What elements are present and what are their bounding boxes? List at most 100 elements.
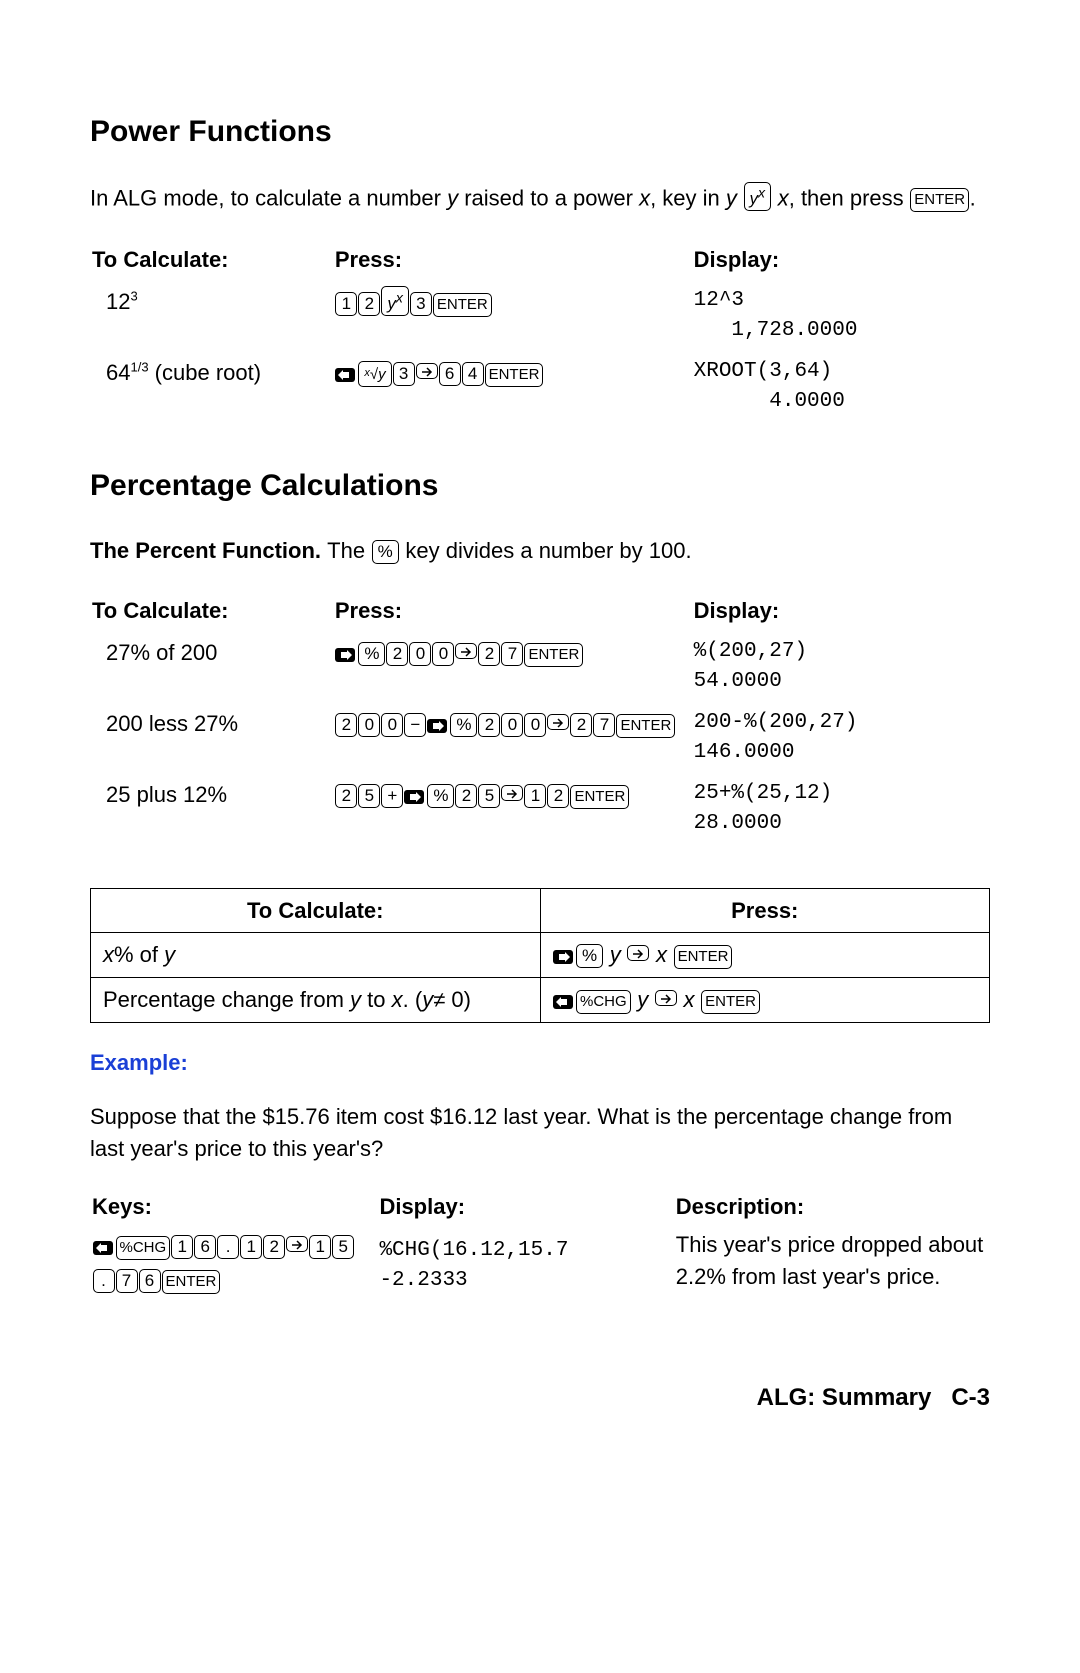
key-7-icon: 7 — [501, 642, 523, 666]
key-5-icon: 5 — [358, 784, 380, 808]
var-x: x — [778, 185, 789, 210]
key-2-icon: 2 — [478, 642, 500, 666]
calc-cell: 123 — [92, 282, 333, 351]
key-7-icon: 7 — [593, 713, 615, 737]
key-minus-icon: − — [404, 713, 426, 737]
press-cell: x√y364ENTER — [335, 353, 692, 422]
var-y: y — [726, 185, 737, 210]
key-yx-icon: yx — [381, 286, 409, 316]
percent-table: To Calculate: Press: Display: 27% of 200… — [90, 589, 990, 846]
exponent: 1/3 — [130, 359, 148, 374]
text: Percentage change from — [103, 987, 350, 1012]
key-enter-icon: ENTER — [701, 990, 760, 1014]
key-2-icon: 2 — [358, 292, 380, 316]
key-3-icon: 3 — [410, 292, 432, 316]
key-percent-icon: % — [358, 642, 385, 666]
col-header: Display: — [694, 240, 988, 280]
key-1-icon: 1 — [171, 1235, 193, 1259]
key-shift-left-icon — [553, 995, 575, 1009]
key-right-icon — [501, 785, 523, 801]
display-cell: %(200,27) 54.0000 — [694, 633, 988, 702]
calc-cell: 200 less 27% — [92, 704, 333, 773]
base: 64 — [106, 360, 130, 385]
text: , key in — [650, 185, 726, 210]
key-6-icon: 6 — [139, 1269, 161, 1293]
key-enter-icon: ENTER — [524, 643, 583, 667]
key-0-icon: 0 — [381, 713, 403, 737]
display-cell: %CHG(16.12,15.7 -2.2333 — [379, 1227, 673, 1299]
col-header: Display: — [379, 1189, 673, 1225]
col-header: To Calculate: — [91, 888, 541, 933]
key-dot-icon: . — [217, 1235, 239, 1259]
col-header: To Calculate: — [92, 591, 333, 631]
press-cell: %20027ENTER — [335, 633, 692, 702]
var-text: x — [650, 942, 673, 967]
press-cell: 200−%20027ENTER — [335, 704, 692, 773]
key-6-icon: 6 — [194, 1235, 216, 1259]
col-header: Press: — [540, 888, 990, 933]
key-0-icon: 0 — [501, 713, 523, 737]
var-text: y — [604, 942, 627, 967]
key-4-icon: 4 — [462, 362, 484, 386]
key-2-icon: 2 — [263, 1235, 285, 1259]
var-x: x — [392, 987, 403, 1012]
key-percent-icon: % — [576, 944, 603, 968]
text — [737, 185, 743, 210]
key-yx-icon: yx — [744, 182, 772, 212]
text: , then press — [789, 185, 910, 210]
key-2-icon: 2 — [478, 713, 500, 737]
key-enter-icon: ENTER — [485, 363, 544, 387]
var-text: x — [677, 987, 700, 1012]
var-x: x — [639, 185, 650, 210]
calc-cell: Percentage change from y to x. (y≠ 0) — [91, 978, 541, 1023]
key-percent-icon: % — [427, 784, 454, 808]
key-shift-right-icon — [335, 648, 357, 662]
key-2-icon: 2 — [386, 642, 408, 666]
text: % of — [114, 942, 164, 967]
key-0-icon: 0 — [524, 713, 546, 737]
calc-cell: 25 plus 12% — [92, 775, 333, 844]
key-right-icon — [547, 714, 569, 730]
key-2-icon: 2 — [335, 784, 357, 808]
page-footer: ALG: Summary C-3 — [90, 1381, 990, 1416]
key-right-icon — [655, 990, 677, 1006]
example-text: Suppose that the $15.76 item cost $16.12… — [90, 1101, 990, 1165]
key-right-icon — [286, 1236, 308, 1252]
key-5-icon: 5 — [332, 1235, 354, 1259]
key-1-icon: 1 — [524, 784, 546, 808]
key-plus-icon: + — [381, 784, 403, 808]
calc-cell: 641/3 (cube root) — [92, 353, 333, 422]
key-enter-icon: ENTER — [616, 714, 675, 738]
label: The Percent Function. — [90, 538, 327, 563]
col-header: To Calculate: — [92, 240, 333, 280]
press-cell: 25+%2512ENTER — [335, 775, 692, 844]
var-y: y — [350, 987, 361, 1012]
press-cell: %CHG y x ENTER — [540, 978, 990, 1023]
key-right-icon — [416, 363, 438, 379]
press-cell: % y x ENTER — [540, 933, 990, 978]
text: In ALG mode, to calculate a number — [90, 185, 447, 210]
key-enter-icon: ENTER — [910, 188, 969, 212]
percent-intro: The Percent Function. The % key divides … — [90, 535, 990, 567]
base: 12 — [106, 289, 130, 314]
footer-page: C-3 — [951, 1384, 990, 1411]
key-7-icon: 7 — [116, 1269, 138, 1293]
example-label: Example: — [90, 1047, 990, 1079]
var-y: y — [164, 942, 175, 967]
power-table: To Calculate: Press: Display: 123 12yx3E… — [90, 238, 990, 424]
key-0-icon: 0 — [409, 642, 431, 666]
power-intro: In ALG mode, to calculate a number y rai… — [90, 182, 990, 215]
col-header: Keys: — [92, 1189, 377, 1225]
col-header: Description: — [676, 1189, 988, 1225]
desc-cell: This year's price dropped about 2.2% fro… — [676, 1227, 988, 1299]
calc-cell: x% of y — [91, 933, 541, 978]
var-x: x — [103, 942, 114, 967]
text: . — [970, 185, 976, 210]
key-shift-left-icon — [335, 368, 357, 382]
var-y: y — [422, 987, 433, 1012]
key-2-icon: 2 — [455, 784, 477, 808]
key-3-icon: 3 — [393, 362, 415, 386]
text: raised to a power — [458, 185, 639, 210]
key-percent-icon: % — [372, 540, 399, 564]
key-1-icon: 1 — [240, 1235, 262, 1259]
